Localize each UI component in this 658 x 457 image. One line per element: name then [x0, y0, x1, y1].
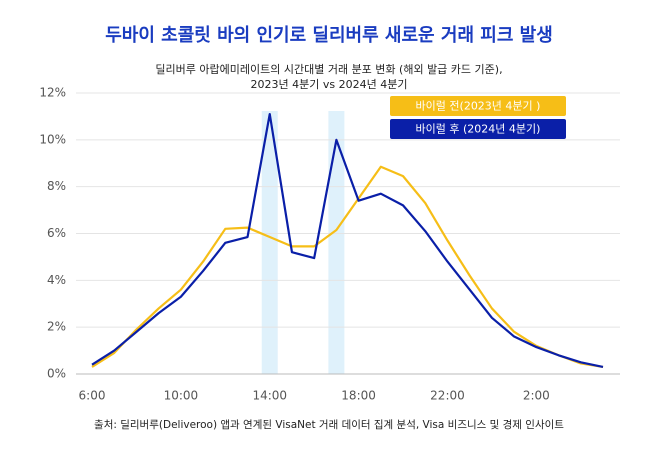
y-tick-label: 10% — [39, 132, 66, 146]
y-tick-label: 4% — [47, 273, 66, 287]
y-tick-label: 0% — [47, 367, 66, 381]
highlight-band — [328, 111, 345, 374]
x-tick-label: 14:00 — [252, 389, 287, 403]
x-tick-label: 6:00 — [79, 389, 106, 403]
x-tick-label: 22:00 — [430, 389, 465, 403]
legend-box — [390, 119, 566, 139]
y-tick-label: 2% — [47, 320, 66, 334]
y-tick-label: 8% — [47, 179, 66, 193]
source: 출처: 딜리버루(Deliveroo) 앱과 연계된 VisaNet 거래 데이… — [94, 418, 564, 431]
subtitle: 2023년 4분기 vs 2024년 4분기 — [251, 78, 408, 91]
legend-label: 바이럴 전(2023년 4분기 ) — [416, 100, 541, 113]
x-tick-label: 2:00 — [523, 389, 550, 403]
x-tick-label: 10:00 — [164, 389, 199, 403]
x-tick-label: 18:00 — [341, 389, 376, 403]
series-line — [91, 165, 604, 369]
subtitle: 딜리버루 아랍에미레이트의 시간대별 거래 분포 변화 (해외 발급 카드 기준… — [155, 62, 502, 76]
chart-title: 두바이 초콜릿 바의 인기로 딜리버루 새로운 거래 피크 발생 — [105, 25, 553, 46]
legend-box — [390, 96, 566, 116]
y-tick-label: 6% — [47, 226, 66, 240]
y-tick-label: 12% — [39, 86, 66, 100]
series-line — [91, 112, 604, 369]
legend-label: 바이럴 후 (2024년 4분기) — [416, 123, 541, 136]
highlight-band — [261, 111, 278, 374]
